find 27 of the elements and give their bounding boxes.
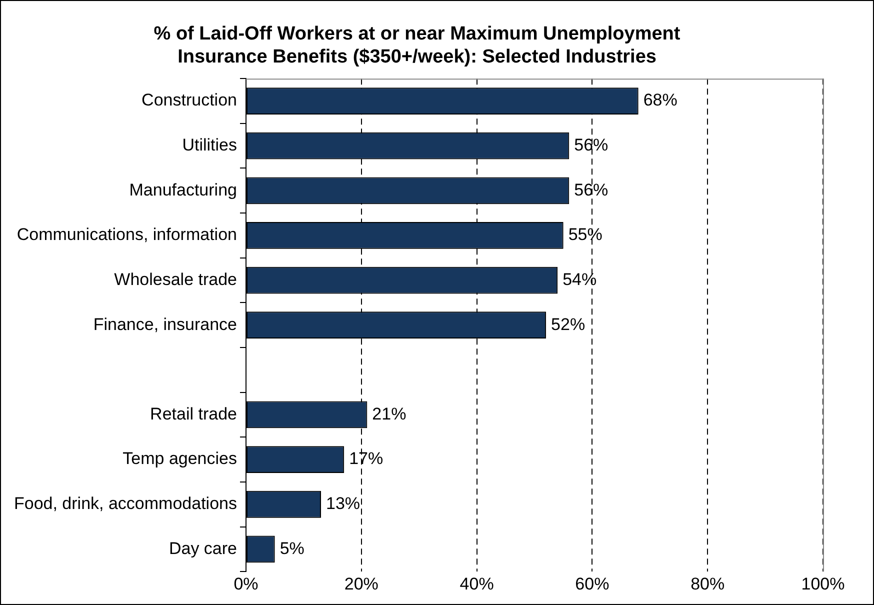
data-label: 17% [349, 449, 384, 468]
data-label: 13% [326, 494, 360, 514]
y-tick-label: Communications, information [16, 225, 237, 244]
x-tick-label: 20% [344, 574, 378, 594]
y-tick-label: Wholesale trade [114, 270, 237, 289]
y-tick-label: Finance, insurance [93, 314, 237, 334]
y-tick-label: Retail trade [150, 404, 237, 424]
y-tick-label: Day care [168, 538, 237, 558]
data-label: 68% [643, 90, 678, 110]
chart-title: % of Laid-Off Workers at or near Maximum Unemployment Insurance Benefits ($350+/week): Selected Industries [154, 24, 681, 68]
x-tick-label: 80% [690, 574, 725, 594]
data-label: 5% [280, 538, 304, 558]
data-label: 56% [574, 180, 608, 200]
x-tick-label: 60% [575, 574, 610, 594]
x-tick-label: 40% [460, 574, 494, 594]
y-tick-label: Utilities [182, 136, 237, 155]
data-label: 21% [372, 404, 406, 424]
y-tick-label: Temp agencies [122, 449, 237, 468]
data-label: 55% [568, 225, 602, 244]
x-tick-label: 0% [234, 574, 258, 594]
y-tick-label: Construction [142, 90, 237, 110]
data-label: 54% [562, 270, 597, 289]
data-label: 56% [574, 136, 608, 155]
y-tick-label: Manufacturing [129, 180, 237, 200]
data-label: 52% [551, 314, 586, 334]
y-tick-label: Food, drink, accommodations [14, 494, 237, 514]
x-tick-label: 100% [801, 574, 845, 594]
